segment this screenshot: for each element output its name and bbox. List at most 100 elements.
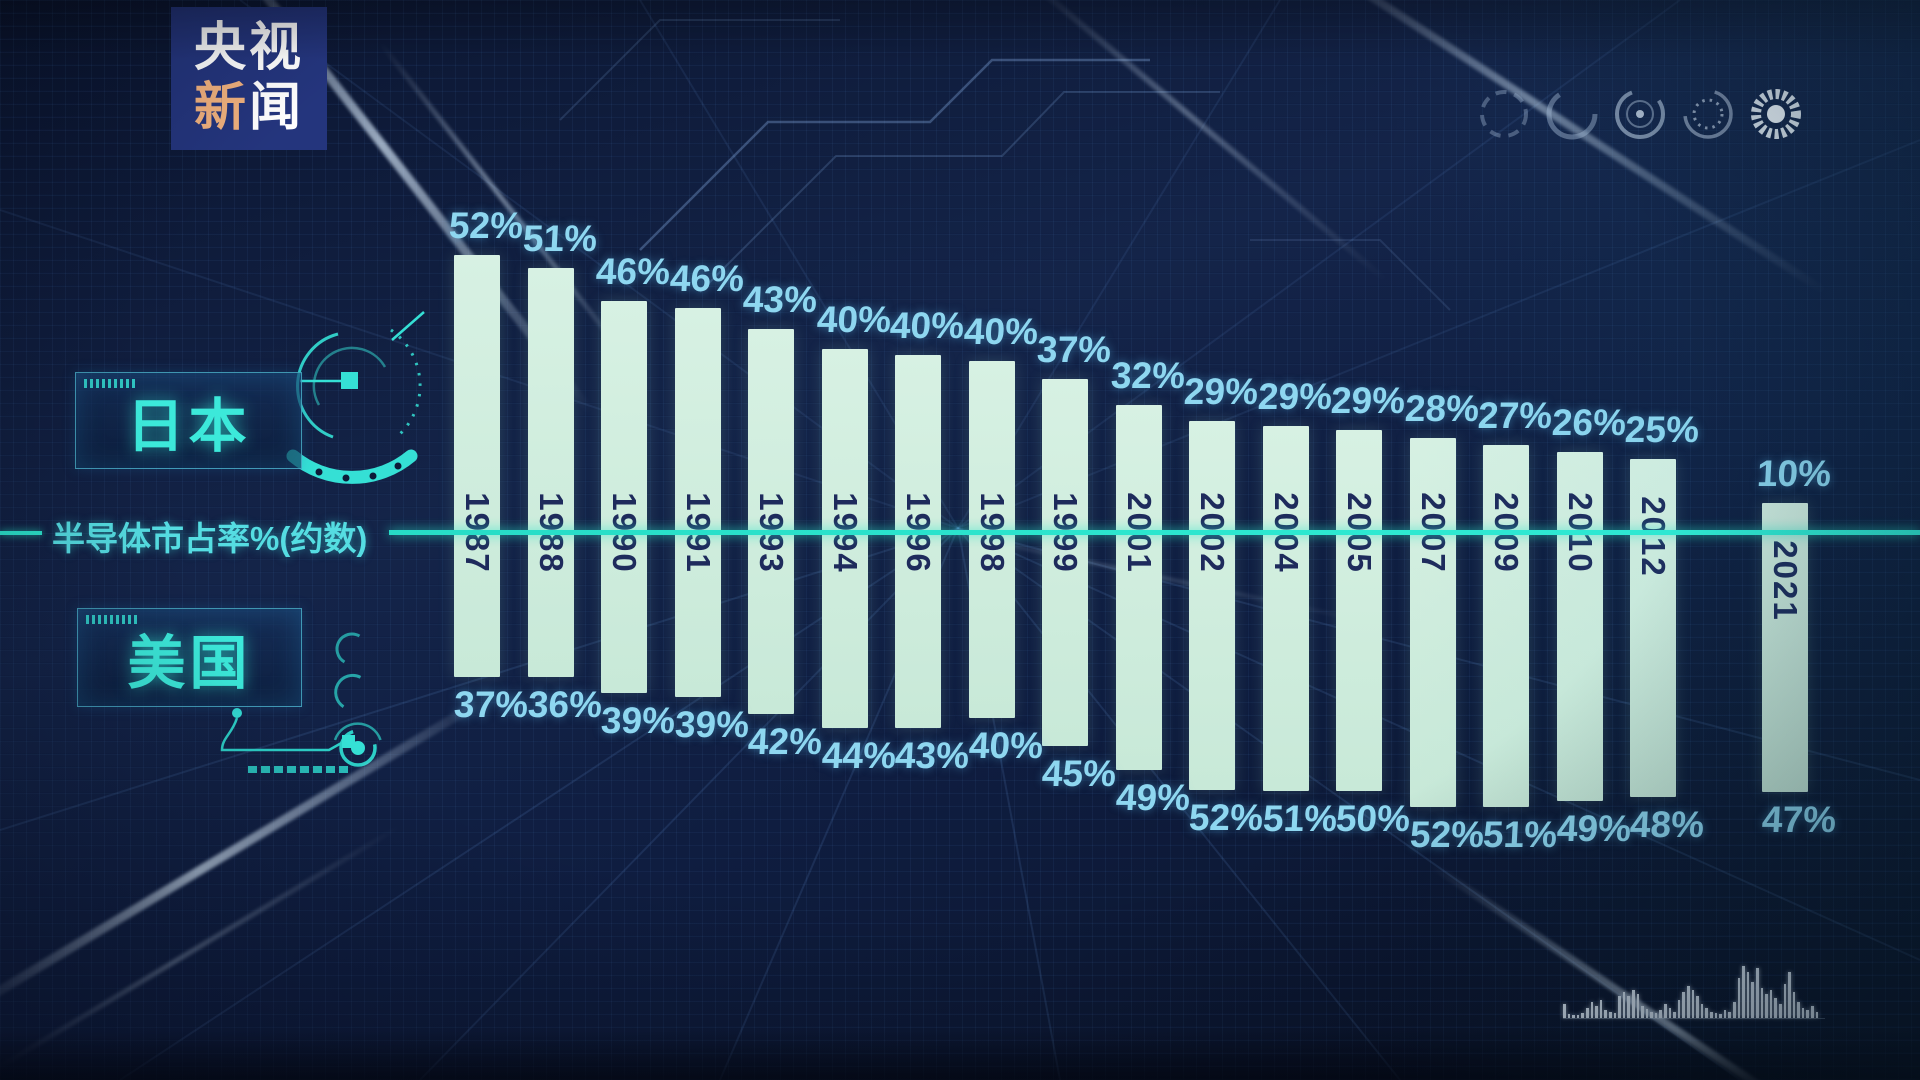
usa-share-label: 51% xyxy=(1261,798,1338,839)
usa-legend-box: 美国 xyxy=(77,608,302,707)
waveform-bar xyxy=(1590,1002,1594,1018)
waveform-bar xyxy=(1585,1008,1589,1018)
waveform-bar xyxy=(1613,1013,1617,1018)
waveform-bar xyxy=(1618,996,1621,1018)
usa-share-label: 52% xyxy=(1187,797,1265,838)
japan-legend-box: 日本 xyxy=(75,372,302,469)
dashed-ring-icon xyxy=(1476,86,1533,143)
usa-share-label: 36% xyxy=(526,684,603,725)
waveform-bar xyxy=(1774,998,1777,1018)
logo-char-wen: 闻 xyxy=(249,78,305,137)
usa-share-label: 44% xyxy=(820,735,897,776)
logo-text-top: 央视 xyxy=(193,19,304,78)
japan-share-label: 26% xyxy=(1550,402,1627,443)
cctv-news-logo: 央视 新闻 xyxy=(171,7,327,150)
usa-share-label: 52% xyxy=(1408,814,1485,855)
bar-1988: 1988 xyxy=(527,268,574,677)
waveform-bar xyxy=(1765,994,1768,1018)
waveform-bar xyxy=(1691,990,1695,1018)
usa-share-label: 42% xyxy=(746,721,824,762)
waveform-bar xyxy=(1700,1004,1704,1018)
usa-share-label: 49% xyxy=(1555,808,1632,849)
japan-share-label: 29% xyxy=(1256,376,1333,417)
waveform-bar xyxy=(1645,1009,1649,1018)
bar-2004: 2004 xyxy=(1262,426,1309,791)
waveform-bar xyxy=(1755,968,1759,1018)
usa-share-label: 43% xyxy=(893,735,971,776)
usa-share-label: 45% xyxy=(1040,753,1118,794)
japan-share-label: 37% xyxy=(1035,329,1113,370)
bar-2012: 2012 xyxy=(1630,459,1676,797)
usa-share-label: 39% xyxy=(599,700,677,741)
waveform-bar xyxy=(1797,1002,1800,1018)
logo-char-xin: 新 xyxy=(193,78,249,137)
usa-share-label: 51% xyxy=(1481,814,1559,855)
bar-1990: 1990 xyxy=(601,301,647,693)
waveform-bar xyxy=(1714,1013,1718,1018)
japan-share-label: 40% xyxy=(815,299,892,340)
waveform-bar xyxy=(1783,984,1787,1018)
japan-share-label: 52% xyxy=(447,205,525,246)
waveform-bar xyxy=(1627,996,1630,1018)
usa-share-label: 37% xyxy=(452,684,530,725)
waveform-bar xyxy=(1792,992,1796,1018)
waveform-bar xyxy=(1719,1014,1722,1018)
bar-2001: 2001 xyxy=(1115,405,1162,770)
japan-share-label: 32% xyxy=(1109,355,1186,396)
bar-1991: 1991 xyxy=(674,308,721,697)
waveform-bar xyxy=(1641,1006,1644,1018)
waveform-bar xyxy=(1563,1004,1566,1018)
bar-1993: 1993 xyxy=(748,329,794,714)
waveform-bar xyxy=(1599,1000,1603,1018)
waveform-bar xyxy=(1604,1010,1607,1018)
waveform-bar xyxy=(1664,1004,1667,1018)
waveform-bar xyxy=(1778,1004,1782,1018)
waveform-bar xyxy=(1723,1010,1727,1018)
waveform-bar xyxy=(1732,1002,1736,1018)
waveform-bar xyxy=(1581,1013,1584,1018)
waveform-bar xyxy=(1806,1010,1810,1018)
bar-2005: 2005 xyxy=(1336,430,1382,791)
waveform-bar xyxy=(1815,1012,1819,1018)
japan-share-label: 43% xyxy=(741,279,819,320)
waveform-bar xyxy=(1650,1012,1653,1018)
waveform-bar xyxy=(1576,1015,1580,1018)
usa-share-label: 39% xyxy=(673,704,750,745)
year-label: 2021 xyxy=(1766,540,1804,622)
waveform-bar xyxy=(1659,1010,1663,1018)
japan-share-label: 51% xyxy=(521,218,598,259)
usa-share-label: 49% xyxy=(1114,777,1191,818)
waveform-bar xyxy=(1654,1013,1658,1018)
waveform-bar xyxy=(1737,978,1741,1018)
usa-share-label: 47% xyxy=(1760,799,1837,840)
ring-center-dot-icon xyxy=(1612,86,1669,143)
bar-2021: 2021 xyxy=(1761,503,1808,792)
axis-left-dash xyxy=(0,531,42,535)
waveform-bar xyxy=(1682,992,1686,1018)
audio-waveform xyxy=(1563,956,1825,1019)
bar-1987: 1987 xyxy=(454,255,500,677)
waveform-bar xyxy=(1673,1012,1676,1018)
waveform-bar xyxy=(1746,972,1750,1018)
japan-share-label: 40% xyxy=(888,305,966,346)
axis-line xyxy=(389,530,1920,535)
waveform-bar xyxy=(1801,1008,1805,1018)
waveform-bar xyxy=(1567,1014,1571,1018)
bar-2010: 2010 xyxy=(1556,452,1603,801)
japan-label: 日本 xyxy=(126,393,251,459)
waveform-bar xyxy=(1608,1012,1612,1018)
japan-share-label: 40% xyxy=(962,311,1039,352)
gear-ring-icon xyxy=(1748,86,1805,143)
japan-share-label: 29% xyxy=(1182,371,1260,412)
japan-share-label: 46% xyxy=(594,251,672,292)
waveform-bar xyxy=(1811,1006,1814,1018)
waveform-bar xyxy=(1705,1008,1708,1018)
waveform-bar xyxy=(1687,986,1690,1018)
waveform-bar xyxy=(1760,988,1764,1018)
waveform-bar xyxy=(1788,972,1791,1018)
waveform-bar xyxy=(1742,966,1745,1018)
waveform-bar xyxy=(1595,1006,1598,1018)
bar-1999: 1999 xyxy=(1042,379,1088,746)
waveform-bar xyxy=(1572,1015,1575,1018)
japan-share-label: 10% xyxy=(1755,453,1832,494)
